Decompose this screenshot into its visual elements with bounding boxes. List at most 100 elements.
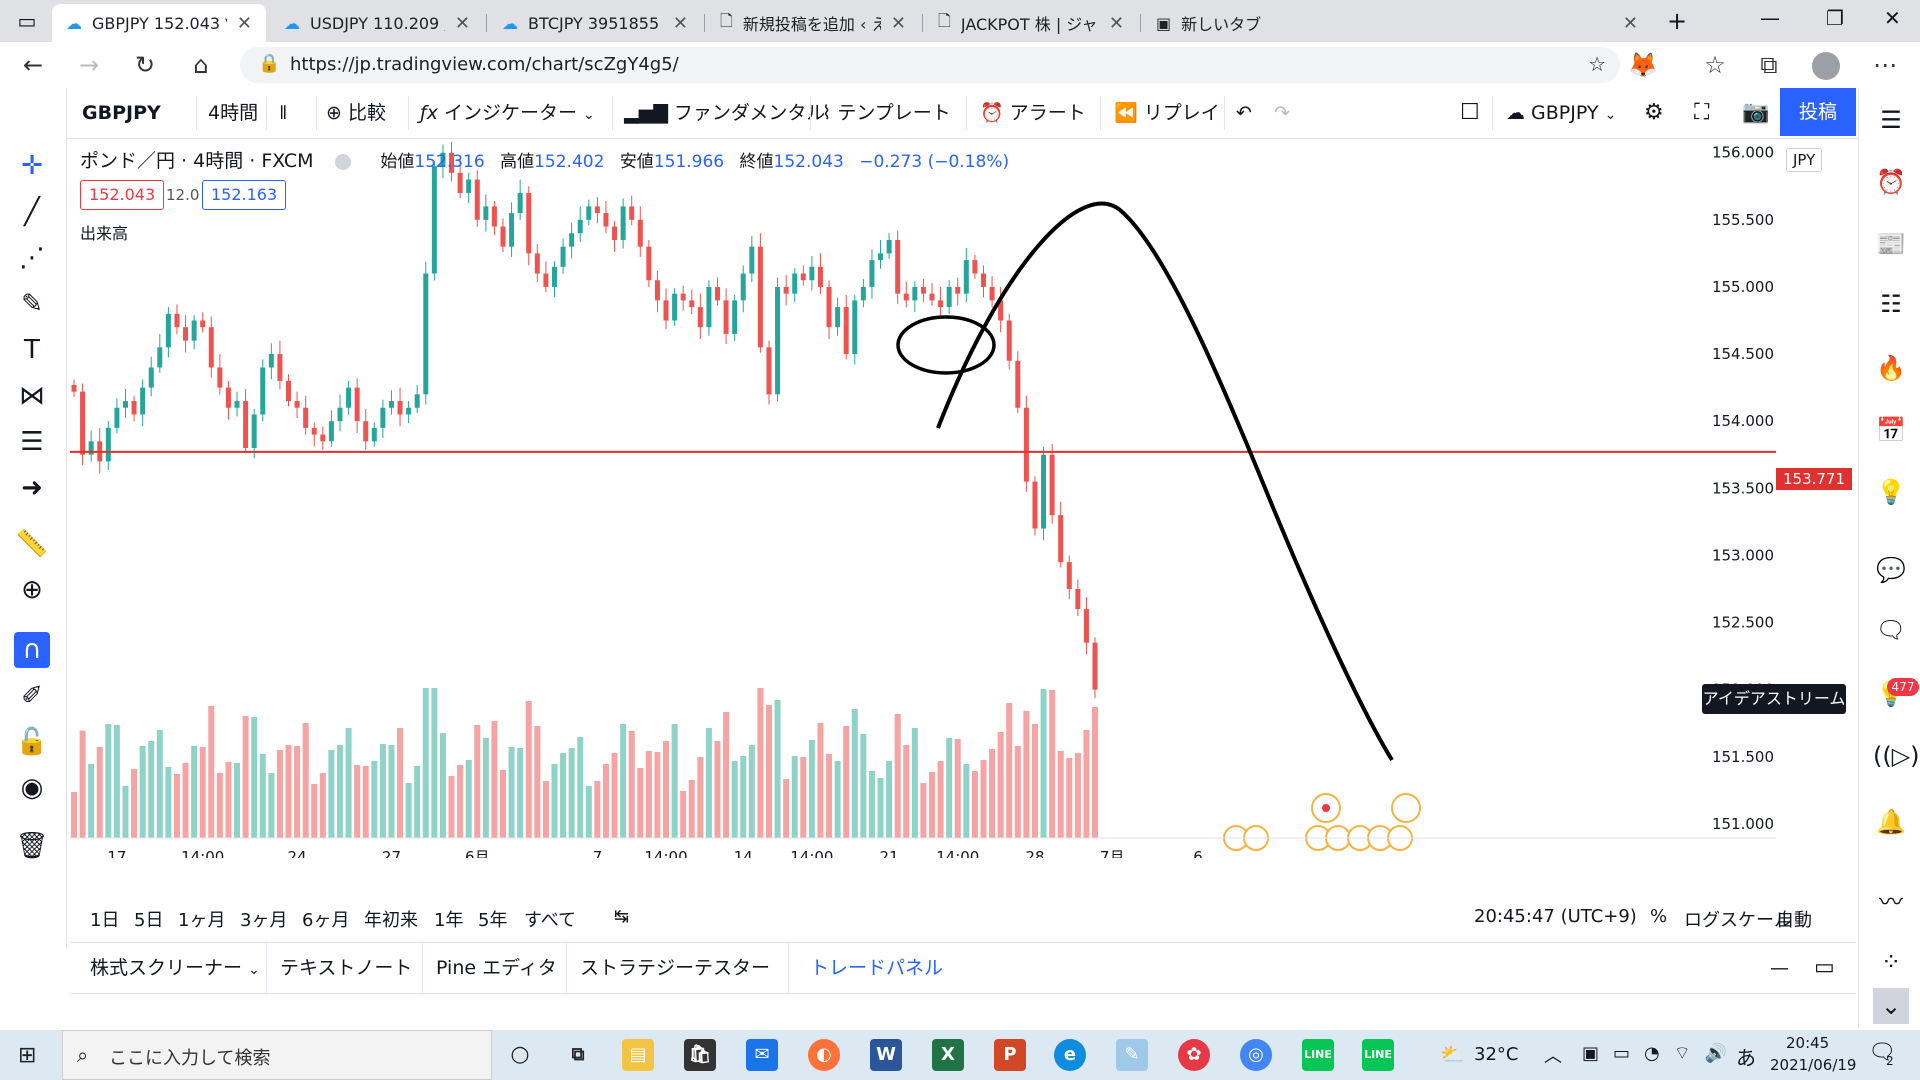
tab-strategy-tester[interactable]: ストラテジーテスター: [580, 957, 771, 979]
temperature[interactable]: 32°C: [1474, 1044, 1519, 1065]
news-icon[interactable]: 📰: [1876, 230, 1906, 258]
layout-icon[interactable]: ☐: [1460, 100, 1480, 125]
ime-indicator[interactable]: あ: [1736, 1046, 1756, 1070]
task-view-icon[interactable]: ⧉: [571, 1044, 585, 1065]
tab-new-tab[interactable]: ▣ 新しいタブ ✕: [1142, 4, 1652, 42]
lock-icon[interactable]: 🔓: [15, 727, 49, 757]
tab-trade-panel[interactable]: トレードパネル: [810, 957, 944, 979]
close-icon[interactable]: ✕: [236, 12, 252, 34]
watchlist-icon[interactable]: ☰: [1880, 106, 1902, 134]
currency-label[interactable]: JPY: [1786, 148, 1823, 172]
trash-icon[interactable]: 🗑: [15, 831, 49, 861]
range-6m[interactable]: 6ヶ月: [302, 910, 350, 931]
app-icon[interactable]: ✿: [1178, 1039, 1210, 1071]
crosshair-icon[interactable]: ✛: [21, 151, 43, 181]
back-icon[interactable]: ←: [22, 51, 44, 79]
range-5d[interactable]: 5日: [134, 910, 164, 931]
time-axis[interactable]: 17 14:00 24 27 6月 7 14:00 14 14:00 21 14:00 28 7月 6: [70, 837, 1776, 858]
range-1d[interactable]: 1日: [90, 910, 120, 931]
calendar-icon[interactable]: 📅: [1876, 416, 1906, 444]
collections-icon[interactable]: ⧉: [1760, 51, 1778, 79]
brush-icon[interactable]: ✎: [21, 289, 43, 319]
camera-icon[interactable]: 📷: [1742, 100, 1770, 125]
hotlist-icon[interactable]: 🔥: [1876, 354, 1906, 382]
range-all[interactable]: すべて: [524, 910, 577, 931]
close-icon[interactable]: ✕: [672, 12, 688, 34]
trend-line-icon[interactable]: ╱: [24, 197, 40, 227]
clock[interactable]: 20:45:47 (UTC+9): [1474, 906, 1637, 927]
address-input[interactable]: 🔒 https://jp.tradingview.com/chart/scZgY…: [240, 47, 1620, 83]
explorer-icon[interactable]: ▤: [622, 1039, 654, 1071]
price-axis[interactable]: 156.000 155.500 155.000 154.500 154.000 153.5…: [1450, 138, 1774, 833]
sell-button[interactable]: 152.043: [80, 180, 165, 210]
chrome-icon[interactable]: ◎: [1240, 1039, 1272, 1071]
bell-icon[interactable]: 🔔: [1876, 808, 1906, 836]
data-window-icon[interactable]: ☷: [1880, 290, 1902, 318]
text-icon[interactable]: T: [24, 335, 40, 365]
tab-new-post[interactable]: 🗋 新規投稿を追加 ‹ えみりのダイ ✕: [706, 4, 920, 42]
ruler-icon[interactable]: 📏: [15, 529, 49, 559]
metamask-icon[interactable]: 🦊: [1628, 51, 1658, 79]
log-scale-toggle[interactable]: ログスケール: [1684, 910, 1792, 931]
fundamentals-button[interactable]: ▂▅▇ ファンダメンタル: [624, 102, 826, 124]
tab-gbpjpy[interactable]: ☁ GBPJPY 152.043 ▼ −0.91% ( ✕: [52, 4, 266, 42]
cortana-icon[interactable]: ○: [510, 1042, 530, 1067]
percent-toggle[interactable]: %: [1650, 906, 1668, 927]
tab-btcjpy[interactable]: ☁ BTCJPY 3951855 ▼ −0.17% ( ✕: [488, 4, 702, 42]
forward-icon[interactable]: →: [78, 51, 100, 79]
close-icon[interactable]: ✕: [1108, 12, 1124, 34]
settings-icon[interactable]: ⚙: [1644, 100, 1664, 125]
chart-type-icon[interactable]: 𝍪: [280, 102, 287, 124]
window-close-icon[interactable]: ✕: [1884, 6, 1901, 30]
chat-icon[interactable]: 💬: [1876, 556, 1906, 584]
windows-start-icon[interactable]: ⊞: [18, 1043, 37, 1068]
tab-actions-icon[interactable]: ▭: [17, 9, 37, 33]
tab-stock-screener[interactable]: 株式スクリーナー ⌄: [90, 957, 260, 979]
paint-icon[interactable]: ✎: [1116, 1039, 1148, 1071]
range-1y[interactable]: 1年: [434, 910, 464, 931]
alarm-clock-icon[interactable]: ⏰: [1876, 168, 1906, 196]
more-icon[interactable]: ⋯: [1873, 51, 1897, 79]
clock-date[interactable]: 2021/06/19: [1770, 1056, 1857, 1074]
profile-avatar[interactable]: [1812, 52, 1840, 80]
close-icon[interactable]: ✕: [890, 12, 906, 34]
mail-icon[interactable]: ✉: [746, 1039, 778, 1071]
line-icon[interactable]: LINE: [1362, 1039, 1394, 1071]
line-icon[interactable]: LINE: [1302, 1039, 1334, 1071]
clock-time[interactable]: 20:45: [1786, 1034, 1830, 1052]
goto-date-icon[interactable]: ↹: [614, 906, 630, 927]
drawn-curve[interactable]: [936, 201, 1394, 762]
replay-button[interactable]: ⏪ リプレイ: [1114, 102, 1220, 124]
minimize-panel-icon[interactable]: —: [1770, 957, 1789, 979]
collapse-icon[interactable]: ⌄: [1873, 988, 1909, 1024]
maximize-panel-icon[interactable]: ▭: [1814, 955, 1835, 980]
trend-icon[interactable]: 〰: [1879, 888, 1903, 916]
layout-symbol-select[interactable]: ☁ GBPJPY ⌄: [1506, 102, 1617, 124]
excel-icon[interactable]: X: [932, 1039, 964, 1071]
symbol-description[interactable]: ポンド／円 · 4時間 · FXCM: [80, 150, 314, 172]
close-icon[interactable]: ✕: [454, 12, 470, 34]
arrow-icon[interactable]: ➜: [21, 473, 43, 503]
pattern-icon[interactable]: ⋈: [19, 381, 45, 411]
auto-scale-toggle[interactable]: 自動: [1776, 910, 1812, 931]
range-ytd[interactable]: 年初来: [364, 910, 418, 931]
forecast-icon[interactable]: ☰: [20, 427, 44, 457]
fullscreen-icon[interactable]: ⛶: [1694, 100, 1710, 125]
zoom-icon[interactable]: ⊕: [21, 575, 43, 605]
lightbulb-icon[interactable]: 💡: [1876, 478, 1906, 506]
weather-icon[interactable]: ⛅: [1440, 1042, 1465, 1066]
range-1m[interactable]: 1ヶ月: [178, 910, 226, 931]
store-icon[interactable]: 🛍: [684, 1039, 716, 1071]
tab-usdjpy[interactable]: ☁ USDJPY 110.209 ▲ +0.04% ( ✕: [270, 4, 484, 42]
alerts-button[interactable]: ⏰ アラート: [980, 102, 1086, 124]
undo-icon[interactable]: ↶: [1236, 102, 1252, 124]
tab-jackpot[interactable]: 🗋 JACKPOT 株 | ジャックポット株 ✕: [924, 4, 1138, 42]
minimize-icon[interactable]: —: [1760, 6, 1780, 30]
templates-button[interactable]: ⌇ テンプレート: [822, 102, 951, 124]
compare-button[interactable]: ⊕ 比較: [326, 102, 386, 124]
indicators-button[interactable]: ƒx インジケーター ⌄: [420, 102, 595, 124]
drawn-ellipse[interactable]: [896, 315, 996, 375]
home-icon[interactable]: ⌂: [193, 51, 209, 79]
streams-icon[interactable]: ((▷)): [1873, 742, 1920, 770]
edge-icon[interactable]: e: [1054, 1039, 1086, 1071]
